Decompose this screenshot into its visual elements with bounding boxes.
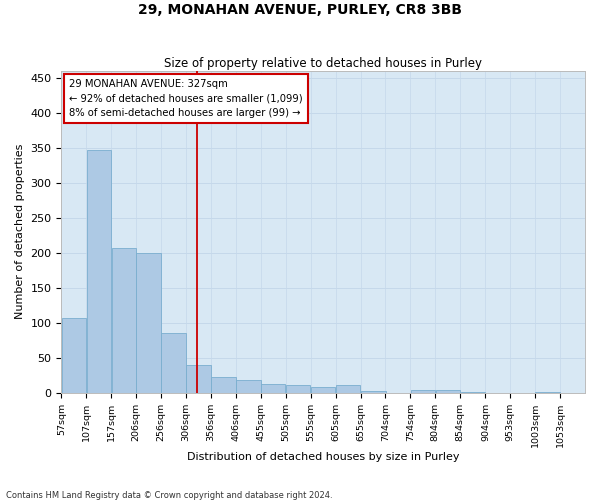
Text: Contains HM Land Registry data © Crown copyright and database right 2024.: Contains HM Land Registry data © Crown c… bbox=[6, 490, 332, 500]
Bar bbox=[112, 248, 136, 393]
Bar bbox=[311, 387, 335, 393]
Bar bbox=[136, 253, 161, 393]
Bar bbox=[86, 150, 111, 393]
Bar bbox=[211, 378, 236, 393]
Bar bbox=[436, 390, 460, 393]
Bar bbox=[336, 385, 361, 393]
Bar bbox=[186, 365, 211, 393]
Bar bbox=[261, 384, 286, 393]
Text: 29, MONAHAN AVENUE, PURLEY, CR8 3BB: 29, MONAHAN AVENUE, PURLEY, CR8 3BB bbox=[138, 2, 462, 16]
Bar bbox=[361, 390, 386, 393]
X-axis label: Distribution of detached houses by size in Purley: Distribution of detached houses by size … bbox=[187, 452, 460, 462]
Bar bbox=[286, 385, 310, 393]
Bar bbox=[236, 380, 261, 393]
Y-axis label: Number of detached properties: Number of detached properties bbox=[15, 144, 25, 320]
Bar bbox=[535, 392, 560, 393]
Bar bbox=[161, 334, 186, 393]
Text: 29 MONAHAN AVENUE: 327sqm
← 92% of detached houses are smaller (1,099)
8% of sem: 29 MONAHAN AVENUE: 327sqm ← 92% of detac… bbox=[69, 78, 303, 118]
Bar bbox=[461, 392, 485, 393]
Bar bbox=[410, 390, 435, 393]
Title: Size of property relative to detached houses in Purley: Size of property relative to detached ho… bbox=[164, 56, 482, 70]
Bar bbox=[62, 318, 86, 393]
